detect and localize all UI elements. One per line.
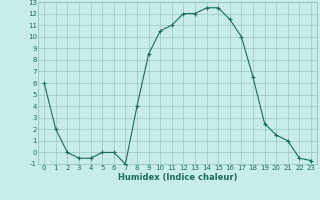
X-axis label: Humidex (Indice chaleur): Humidex (Indice chaleur)	[118, 173, 237, 182]
